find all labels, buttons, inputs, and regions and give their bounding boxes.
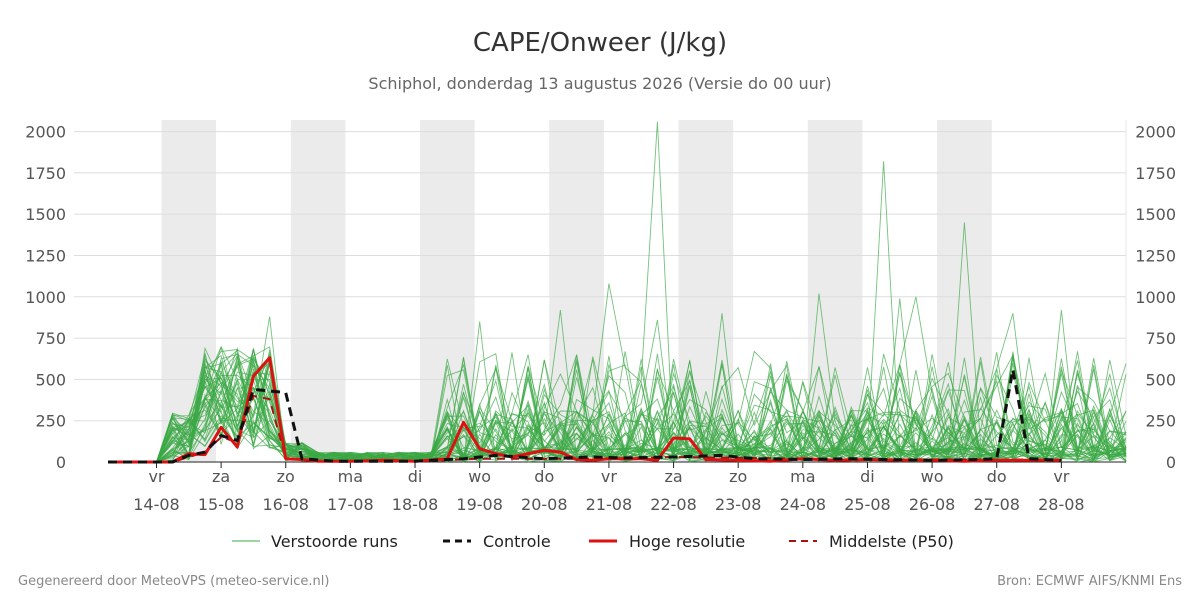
x-tick-day-27-08: do [987, 467, 1007, 486]
x-tick-day-22-08: za [664, 467, 682, 486]
ensemble-run-17 [108, 298, 1127, 463]
x-tick-day-14-08: vr [148, 467, 164, 486]
y-tick-right-500: 500 [1145, 370, 1176, 389]
x-tick-date-26-08: 26-08 [909, 495, 956, 514]
weekend-band-1 [290, 120, 346, 462]
legend-label-p50: Middelste (P50) [829, 532, 954, 551]
y-tick-left-0: 0 [56, 453, 66, 472]
series-hoge-resolutie [108, 356, 1062, 464]
x-tick-date-27-08: 27-08 [973, 495, 1020, 514]
x-tick-date-20-08: 20-08 [521, 495, 568, 514]
y-tick-right-250: 250 [1145, 412, 1176, 431]
y-tick-left-1000: 1000 [25, 288, 66, 307]
x-tick-day-17-08: ma [338, 467, 363, 486]
ensemble-run-50 [108, 360, 1127, 463]
y-tick-left-250: 250 [35, 412, 66, 431]
weekend-band-3 [549, 120, 604, 462]
y-tick-right-750: 750 [1145, 329, 1176, 348]
legend: Verstoorde runs Controle Hoge resolutie … [232, 532, 954, 551]
x-tick-date-16-08: 16-08 [262, 495, 309, 514]
ensemble-run-40 [108, 347, 1127, 463]
y-axis-right: 0 250 500 750 1000 1250 1500 1750 2000 [1135, 123, 1176, 472]
series-controle [108, 368, 1062, 464]
x-tick-day-25-08: di [860, 467, 875, 486]
y-tick-right-1500: 1500 [1135, 205, 1176, 224]
x-tick-date-25-08: 25-08 [844, 495, 891, 514]
x-tick-day-16-08: zo [277, 467, 295, 486]
x-tick-day-24-08: ma [790, 467, 815, 486]
x-tick-date-24-08: 24-08 [780, 495, 827, 514]
x-tick-day-18-08: di [408, 467, 423, 486]
y-tick-left-500: 500 [35, 370, 66, 389]
x-tick-date-14-08: 14-08 [133, 495, 180, 514]
footer-left: Gegenereerd door MeteoVPS (meteo-service… [18, 574, 329, 589]
y-tick-right-0: 0 [1166, 453, 1176, 472]
x-tick-date-15-08: 15-08 [198, 495, 245, 514]
x-tick-date-19-08: 19-08 [456, 495, 503, 514]
x-tick-day-19-08: wo [468, 467, 491, 486]
x-tick-day-23-08: zo [729, 467, 747, 486]
y-tick-right-1000: 1000 [1135, 288, 1176, 307]
ensemble-run-47 [108, 357, 1127, 463]
ensemble-run-46 [108, 313, 1127, 463]
y-tick-left-2000: 2000 [25, 123, 66, 142]
x-tick-day-20-08: do [534, 467, 554, 486]
x-tick-day-26-08: wo [921, 467, 944, 486]
y-axis-left: 0 250 500 750 1000 1250 1500 1750 2000 [25, 123, 66, 472]
y-tick-left-1500: 1500 [25, 205, 66, 224]
legend-label-ensemble: Verstoorde runs [271, 532, 398, 551]
x-tick-date-23-08: 23-08 [715, 495, 762, 514]
x-tick-date-17-08: 17-08 [327, 495, 374, 514]
footer-right: Bron: ECMWF AIFS/KNMI Ens [997, 574, 1182, 589]
y-tick-right-2000: 2000 [1135, 123, 1176, 142]
x-tick-date-21-08: 21-08 [586, 495, 633, 514]
x-tick-day-21-08: vr [601, 467, 617, 486]
y-tick-left-1750: 1750 [25, 164, 66, 183]
y-tick-right-1750: 1750 [1135, 164, 1176, 183]
legend-label-hoge-resolutie: Hoge resolutie [629, 532, 745, 551]
x-tick-date-28-08: 28-08 [1038, 495, 1085, 514]
weekend-bands [161, 120, 992, 462]
ensemble-run-43 [108, 364, 1127, 463]
chart-subtitle: Schiphol, donderdag 13 augustus 2026 (Ve… [368, 74, 831, 93]
ensemble-run-38 [108, 313, 1127, 463]
legend-label-controle: Controle [483, 532, 551, 551]
y-tick-left-750: 750 [35, 329, 66, 348]
x-tick-date-18-08: 18-08 [392, 495, 439, 514]
y-tick-left-1250: 1250 [25, 246, 66, 265]
chart-title: CAPE/Onweer (J/kg) [473, 28, 727, 58]
y-tick-right-1250: 1250 [1135, 246, 1176, 265]
x-tick-day-28-08: vr [1053, 467, 1069, 486]
x-tick-date-22-08: 22-08 [650, 495, 697, 514]
x-tick-day-15-08: za [212, 467, 230, 486]
main-series-lines [108, 356, 1062, 464]
